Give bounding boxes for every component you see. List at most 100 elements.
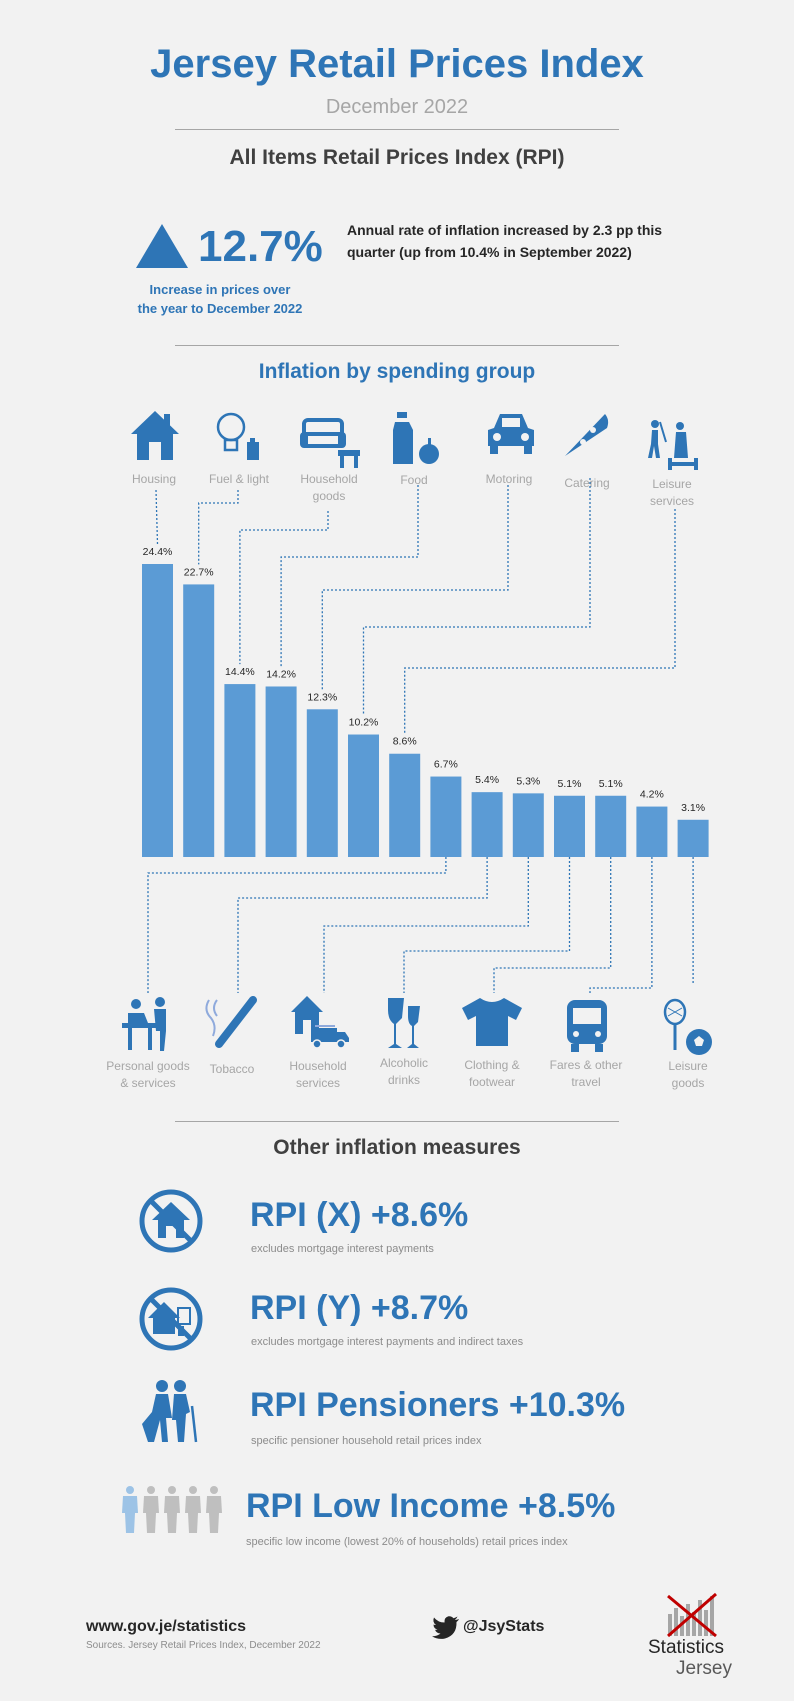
connector-line [198,490,239,565]
divider [175,1121,619,1122]
label-line: goods [671,1076,705,1090]
label-line: footwear [468,1075,516,1089]
footer-website[interactable]: www.gov.je/statistics [86,1618,247,1635]
up-triangle-icon [136,224,188,268]
connector-line [237,857,488,993]
leisure-services-icon [648,420,698,470]
label-line: Household [289,1059,347,1073]
bar [142,564,173,857]
bottom-label-leisure-goods: Leisure goods [638,1058,738,1092]
bar [389,753,421,857]
footer-sources: Sources. Jersey Retail Prices Index, Dec… [86,1640,321,1651]
connector-line [493,857,612,993]
connector-line [239,511,329,665]
footer-twitter[interactable]: @JsyStats [463,1618,545,1635]
headline-description-line: Annual rate of inflation increased by 2.… [347,222,663,238]
connector-line [589,857,653,993]
label-line: Tobacco [209,1062,255,1076]
bar [265,686,297,857]
section-heading-other: Other inflation measures [273,1136,521,1159]
house-icon [131,411,179,460]
measure-desc: specific pensioner household retail pric… [251,1435,482,1447]
connector-line [403,857,571,993]
bottom-label-household-services: Household services [268,1058,368,1092]
label-line: Food [400,473,428,487]
label-line: services [295,1076,340,1090]
label-line: services [649,494,694,508]
statistics-jersey-logo-icon [667,1592,717,1638]
measure-desc: excludes mortgage interest payments [251,1243,434,1255]
label-line: Leisure [652,477,692,491]
people-group-icon [122,1486,222,1533]
car-icon [488,414,534,454]
label-line: Catering [564,476,610,490]
label-line: Personal goods [106,1059,190,1073]
bar [636,806,668,857]
bar [512,793,544,857]
page-title: Jersey Retail Prices Index [150,42,644,86]
personal-services-icon [122,997,166,1051]
top-label-leisure-services: Leisure services [622,476,722,510]
headline-caption: Increase in prices over the year to Dece… [120,280,320,318]
bar-value-label: 5.1% [558,778,582,790]
label-line: goods [312,489,346,503]
lightbulb-icon [216,412,259,460]
bar-value-label: 5.4% [475,774,499,786]
pensioners-icon [142,1380,198,1443]
label-line: Clothing & [464,1058,520,1072]
bar [306,709,338,857]
bottom-label-tobacco: Tobacco [182,1061,282,1078]
label-line: travel [571,1075,601,1089]
top-label-fuel-light: Fuel & light [189,471,289,488]
no-mortgage-tax-icon [139,1287,203,1351]
divider [175,345,619,346]
bar-value-label: 22.7% [184,566,214,578]
bar-value-label: 24.4% [143,546,173,558]
top-label-catering: Catering [537,475,637,492]
pizza-icon [565,414,609,456]
divider [175,129,619,130]
bar-value-label: 14.2% [266,668,296,680]
bar-value-label: 5.3% [516,775,540,787]
connector-line [404,509,676,734]
top-label-motoring: Motoring [459,471,559,488]
logo-text-jersey: Jersey [676,1658,732,1679]
label-line: & services [120,1076,176,1090]
section-heading-spending: Inflation by spending group [258,360,536,383]
bottom-label-clothing: Clothing & footwear [442,1057,542,1091]
section-heading-rpi: All Items Retail Prices Index (RPI) [229,146,565,169]
bar [595,795,627,857]
connector-line [321,485,509,690]
headline-description-line: quarter (up from 10.4% in September 2022… [347,244,632,260]
bottom-label-fares-travel: Fares & other travel [536,1057,636,1091]
top-label-food: Food [364,472,464,489]
measure-desc: excludes mortgage interest payments and … [251,1336,524,1348]
headline-value: 12.7% [198,222,323,271]
house-truck-icon [291,996,349,1049]
cigarette-icon [205,996,257,1048]
food-icon [393,412,439,464]
measure-title: RPI (Y) +8.7% [250,1289,469,1327]
sofa-icon [300,418,360,468]
bar [677,819,709,857]
bar-value-label: 8.6% [393,736,417,748]
measure-title: RPI Pensioners +10.3% [250,1386,626,1424]
bar [554,795,585,857]
label-line: drinks [387,1073,420,1087]
top-label-household-goods: Household goods [279,471,379,505]
label-line: Leisure [668,1059,708,1073]
page-subtitle: December 2022 [325,96,469,118]
headline-caption-line: Increase in prices over [149,282,291,297]
headline-description: Annual rate of inflation increased by 2.… [347,219,677,263]
twitter-bird-icon [432,1616,459,1639]
label-line: Housing [131,472,177,486]
label-line: Alcoholic [379,1056,429,1070]
bar-value-label: 5.1% [599,778,623,790]
bar [183,584,215,857]
bottom-label-alcoholic-drinks: Alcoholic drinks [354,1055,454,1089]
connector-line [362,478,591,715]
label-line: Motoring [485,472,533,486]
measure-desc: specific low income (lowest 20% of house… [246,1536,568,1548]
headline-caption-line: the year to December 2022 [137,301,303,316]
